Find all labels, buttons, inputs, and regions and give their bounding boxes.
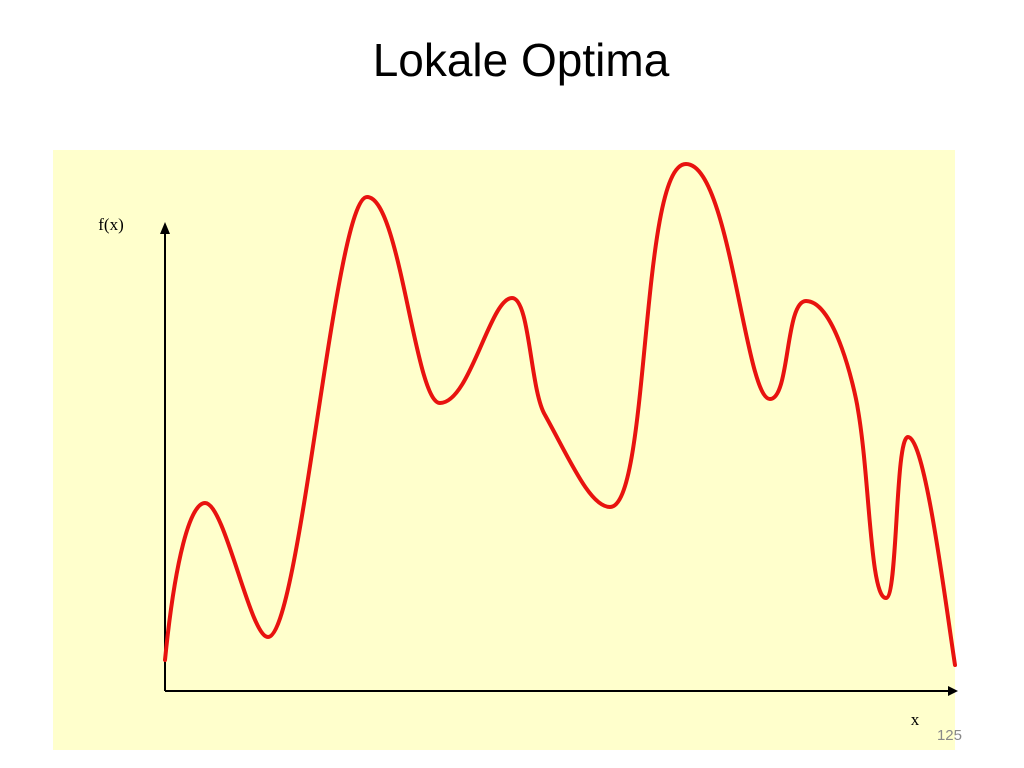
plot-background (53, 150, 955, 750)
function-curve (163, 161, 957, 667)
y-axis-arrow (160, 222, 170, 234)
x-axis-label: x (911, 710, 920, 729)
page-number: 125 (937, 727, 962, 744)
slide-title: Lokale Optima (373, 34, 670, 86)
y-axis-label: f(x) (98, 215, 123, 234)
x-axis-arrow (948, 686, 958, 696)
